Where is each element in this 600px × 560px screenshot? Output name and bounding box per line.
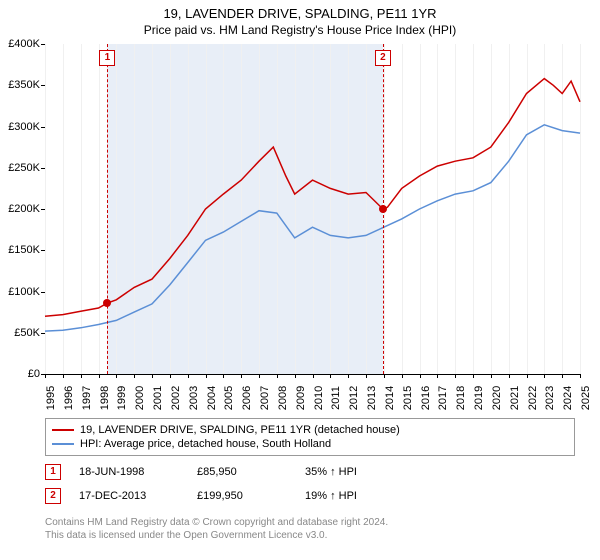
x-axis-label: 2002 (170, 386, 182, 410)
x-axis-label: 2014 (384, 386, 396, 410)
transaction-date: 18-JUN-1998 (79, 466, 179, 478)
y-axis-label: £250K (0, 162, 40, 174)
x-axis-label: 2008 (277, 386, 289, 410)
chart-container: 19, LAVENDER DRIVE, SPALDING, PE11 1YR P… (0, 0, 600, 560)
x-axis-label: 2025 (580, 386, 592, 410)
legend-swatch (52, 443, 74, 445)
transaction-price: £199,950 (197, 490, 287, 502)
table-row: 1 18-JUN-1998 £85,950 35% ↑ HPI (45, 460, 575, 484)
transaction-pct: 19% ↑ HPI (305, 490, 395, 502)
data-point (379, 205, 387, 213)
transaction-table: 1 18-JUN-1998 £85,950 35% ↑ HPI 2 17-DEC… (45, 460, 575, 508)
x-axis-label: 2021 (509, 386, 521, 410)
x-axis-label: 1998 (99, 386, 111, 410)
x-axis-label: 2009 (295, 386, 307, 410)
chart-plot-area: £0£50K£100K£150K£200K£250K£300K£350K£400… (45, 44, 581, 375)
marker-box: 2 (375, 50, 391, 66)
legend-row: HPI: Average price, detached house, Sout… (52, 437, 568, 451)
footer-line: Contains HM Land Registry data © Crown c… (45, 516, 388, 529)
x-axis-label: 2024 (562, 386, 574, 410)
x-axis-label: 2022 (527, 386, 539, 410)
table-row: 2 17-DEC-2013 £199,950 19% ↑ HPI (45, 484, 575, 508)
chart-subtitle: Price paid vs. HM Land Registry's House … (0, 21, 600, 41)
x-axis-label: 1997 (81, 386, 93, 410)
marker-box: 1 (99, 50, 115, 66)
series-line (45, 79, 580, 317)
y-axis-label: £150K (0, 244, 40, 256)
footer-line: This data is licensed under the Open Gov… (45, 529, 388, 542)
x-axis-label: 2016 (420, 386, 432, 410)
data-point (103, 299, 111, 307)
transaction-marker: 1 (45, 464, 61, 480)
x-axis-label: 2001 (152, 386, 164, 410)
x-axis-label: 2005 (223, 386, 235, 410)
x-axis-label: 2023 (544, 386, 556, 410)
legend-swatch (52, 429, 74, 431)
y-axis-label: £200K (0, 203, 40, 215)
x-axis-label: 2018 (455, 386, 467, 410)
legend-label: HPI: Average price, detached house, Sout… (80, 438, 331, 450)
x-axis-label: 2015 (402, 386, 414, 410)
x-axis-label: 2017 (437, 386, 449, 410)
x-axis-label: 2013 (366, 386, 378, 410)
x-axis-label: 2006 (241, 386, 253, 410)
x-axis-label: 2019 (473, 386, 485, 410)
transaction-pct: 35% ↑ HPI (305, 466, 395, 478)
x-axis-label: 1999 (116, 386, 128, 410)
transaction-marker: 2 (45, 488, 61, 504)
y-axis-label: £400K (0, 38, 40, 50)
y-axis-label: £300K (0, 121, 40, 133)
y-axis-label: £350K (0, 79, 40, 91)
x-axis-label: 2011 (330, 386, 342, 410)
x-axis-label: 2020 (491, 386, 503, 410)
transaction-price: £85,950 (197, 466, 287, 478)
x-axis-label: 2012 (348, 386, 360, 410)
y-axis-label: £50K (0, 327, 40, 339)
legend-label: 19, LAVENDER DRIVE, SPALDING, PE11 1YR (… (80, 424, 400, 436)
x-axis-label: 1996 (63, 386, 75, 410)
legend: 19, LAVENDER DRIVE, SPALDING, PE11 1YR (… (45, 418, 575, 456)
series-line (45, 125, 580, 331)
x-axis-label: 2000 (134, 386, 146, 410)
x-axis-label: 2007 (259, 386, 271, 410)
transaction-date: 17-DEC-2013 (79, 490, 179, 502)
x-axis-label: 2010 (313, 386, 325, 410)
y-axis-label: £0 (0, 368, 40, 380)
x-axis-label: 2004 (206, 386, 218, 410)
marker-line (107, 44, 108, 374)
chart-title: 19, LAVENDER DRIVE, SPALDING, PE11 1YR (0, 0, 600, 21)
footer-attribution: Contains HM Land Registry data © Crown c… (45, 516, 388, 542)
x-axis-label: 1995 (45, 386, 57, 410)
x-axis-label: 2003 (188, 386, 200, 410)
chart-lines-svg (45, 44, 580, 374)
y-axis-label: £100K (0, 286, 40, 298)
legend-row: 19, LAVENDER DRIVE, SPALDING, PE11 1YR (… (52, 423, 568, 437)
